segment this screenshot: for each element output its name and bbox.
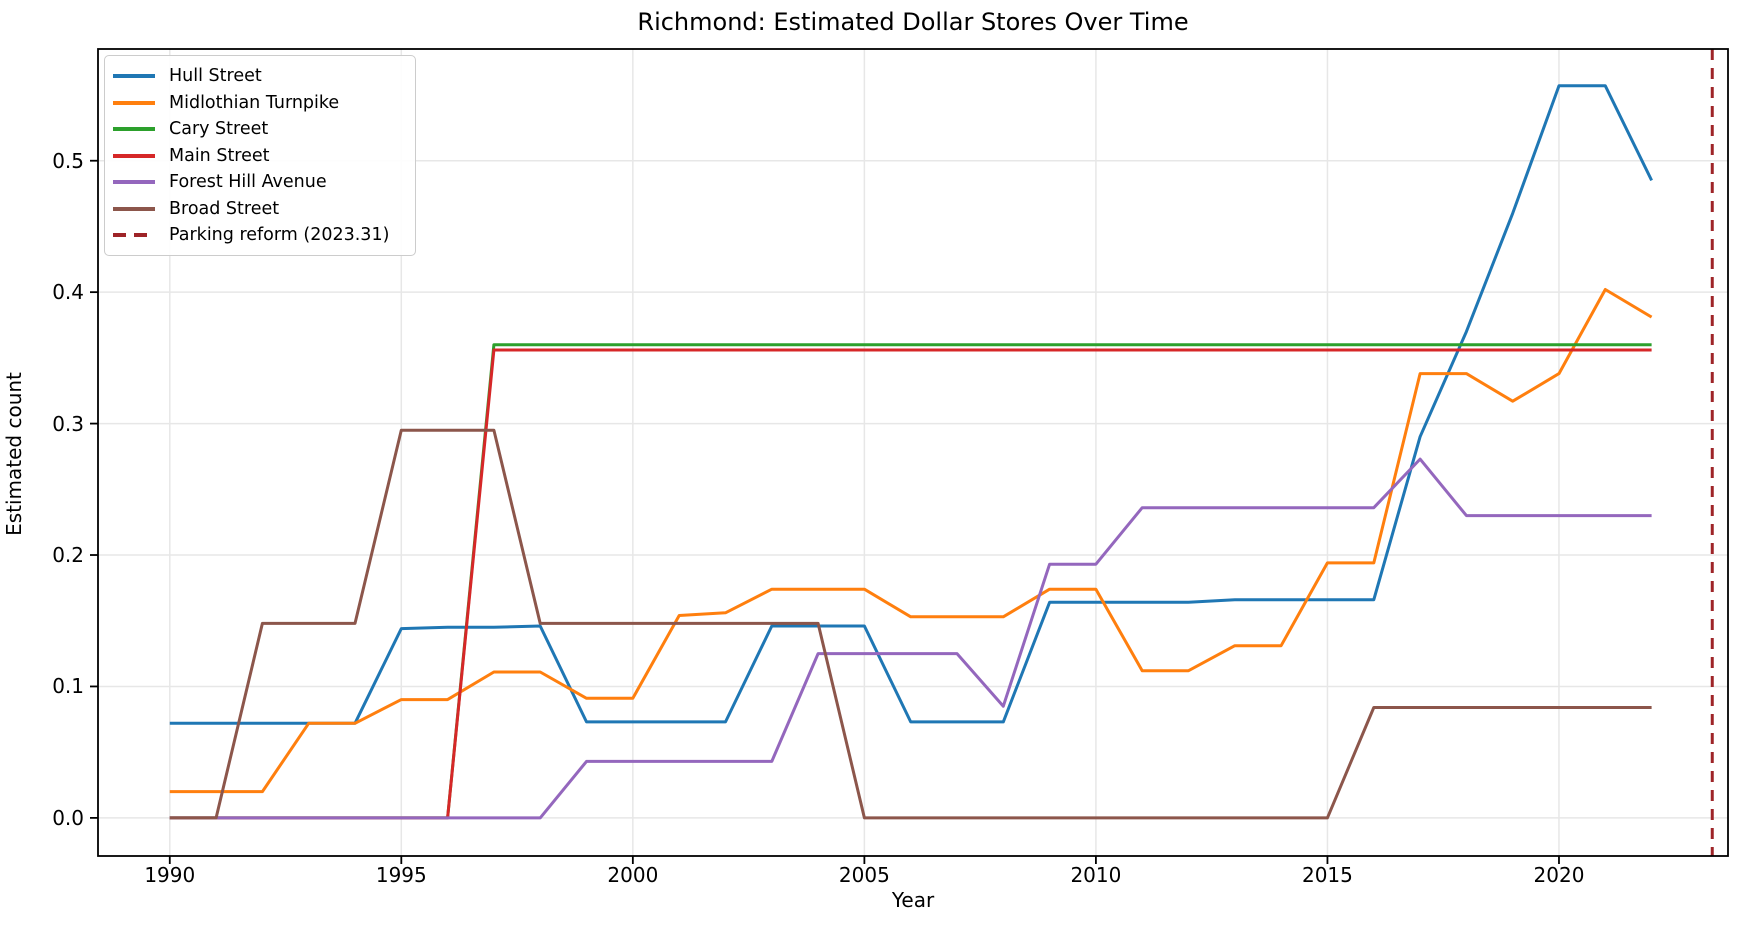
x-tick-label: 1995 xyxy=(375,863,427,887)
x-tick-label: 2005 xyxy=(838,863,890,887)
axes-spines xyxy=(97,48,1729,857)
dashed-line-swatch-parking-reform xyxy=(113,233,155,238)
line-swatch-main-street xyxy=(113,153,155,158)
series-line-midlothian-turnpike xyxy=(169,288,1653,794)
legend-item-parking-reform: Parking reform (2023.31) xyxy=(113,222,405,249)
line-swatch-cary-street xyxy=(113,127,155,132)
legend-item-main-street: Main Street xyxy=(113,143,405,170)
legend-label: Parking reform (2023.31) xyxy=(169,225,390,246)
x-axis-title: Year xyxy=(891,888,935,912)
y-tick-label: 0.2 xyxy=(52,543,84,568)
x-tick-label: 2020 xyxy=(1533,863,1585,887)
y-tick-label: 0.4 xyxy=(52,280,84,305)
x-tick-label: 1990 xyxy=(144,863,196,887)
x-tick-label: 2000 xyxy=(607,863,659,887)
x-tick-label: 2015 xyxy=(1301,863,1353,887)
line-swatch-midlothian-turnpike xyxy=(113,100,155,105)
y-axis-title: Estimated count xyxy=(2,372,26,536)
legend-item-hull-street: Hull Street xyxy=(113,63,405,90)
y-tick-label: 0.0 xyxy=(52,805,84,830)
y-tick-label: 0.5 xyxy=(52,148,84,173)
legend-item-cary-street: Cary Street xyxy=(113,116,405,143)
series-line-forest-hill-avenue xyxy=(169,457,1652,820)
legend-label: Broad Street xyxy=(169,198,280,219)
series-line-main-street xyxy=(169,348,1652,820)
x-tick-label: 2010 xyxy=(1070,863,1122,887)
chart-title: Richmond: Estimated Dollar Stores Over T… xyxy=(637,8,1189,36)
legend-item-forest-hill-avenue: Forest Hill Avenue xyxy=(113,169,405,196)
line-swatch-forest-hill-avenue xyxy=(113,180,155,185)
series-line-hull-street xyxy=(169,84,1653,725)
y-tick-label: 0.1 xyxy=(52,674,84,699)
legend-label: Main Street xyxy=(169,145,270,166)
legend-label: Cary Street xyxy=(169,119,269,140)
legend-label: Midlothian Turnpike xyxy=(169,92,340,113)
legend-item-broad-street: Broad Street xyxy=(113,196,405,223)
legend-label: Forest Hill Avenue xyxy=(169,172,327,193)
y-tick-label: 0.3 xyxy=(52,411,84,436)
legend-label: Hull Street xyxy=(169,66,262,87)
line-swatch-hull-street xyxy=(113,74,155,79)
legend-item-midlothian-turnpike: Midlothian Turnpike xyxy=(113,90,405,117)
line-swatch-broad-street xyxy=(113,206,155,211)
series-line-broad-street xyxy=(169,428,1652,820)
legend: Hull Street Midlothian Turnpike Cary Str… xyxy=(104,55,416,256)
